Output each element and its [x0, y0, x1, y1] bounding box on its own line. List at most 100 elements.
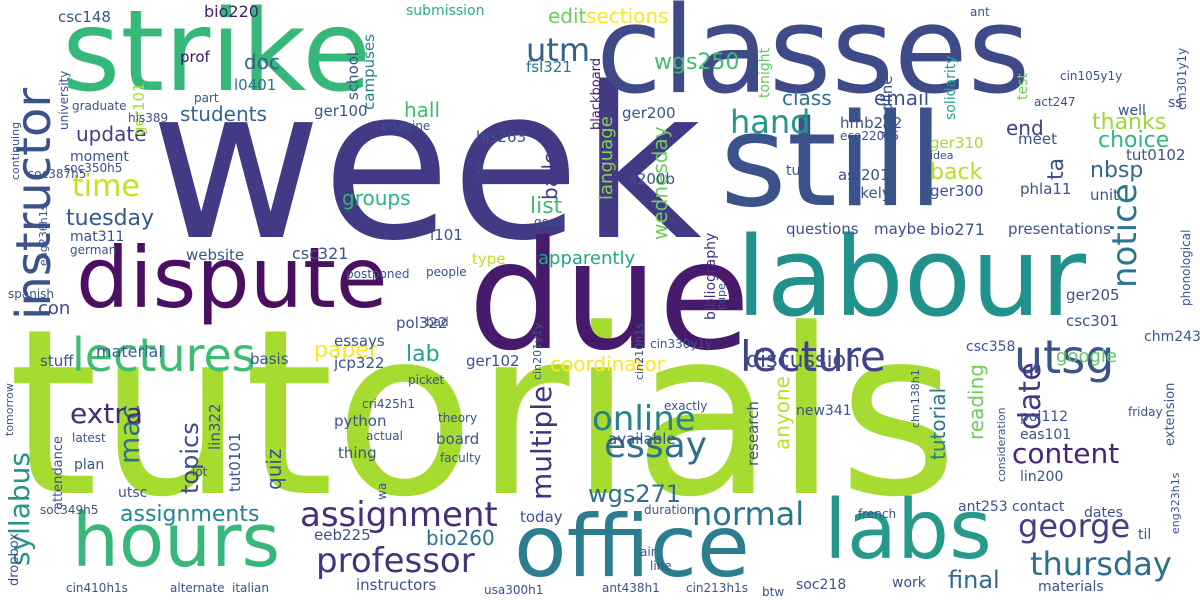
word-new341: new341 [796, 403, 852, 419]
word-stuff: stuff [40, 352, 74, 370]
word-lin200: lin200 [1020, 469, 1064, 485]
word-blackboard: blackboard [589, 57, 604, 130]
word-tut0102: tut0102 [1126, 146, 1186, 164]
word-thanks: thanks [1092, 110, 1167, 135]
word-line: line [650, 559, 672, 573]
word-plan: plan [74, 457, 105, 473]
word-dates: dates [1084, 505, 1123, 521]
word-eng323h1s: eng323h1s [1169, 472, 1182, 534]
word-alternate: alternate [170, 581, 225, 595]
word-theory: theory [438, 411, 478, 425]
word-well: well [1118, 103, 1146, 119]
word-discussion: discussion [746, 348, 861, 373]
word-lot: lot [192, 465, 208, 479]
word-ger200: ger200 [622, 104, 676, 122]
word-back: back [930, 160, 983, 185]
word-assignments: assignments [120, 502, 260, 527]
word-l101: l101 [430, 226, 463, 244]
word-bio271: bio271 [930, 220, 985, 239]
word-normal: normal [692, 495, 805, 533]
word-today: today [520, 508, 563, 526]
word-hall: hall [404, 98, 441, 122]
word-class: class [782, 86, 832, 110]
word-final: final [948, 566, 1000, 594]
word-dispute: dispute [76, 229, 388, 327]
word-extra: extra [70, 397, 143, 430]
word-sections: sections [586, 4, 669, 28]
word-assignment: assignment [300, 495, 498, 535]
word-bio220: bio220 [204, 2, 259, 21]
word-act247: act247 [1034, 95, 1076, 109]
word-lab: lab [406, 342, 440, 367]
word-eng236h1s: eng236h1s [37, 204, 50, 266]
word-students: students [180, 102, 267, 126]
word-list: list [530, 194, 563, 219]
word-pol112: pol112 [1020, 409, 1069, 425]
word-ger310: ger310 [930, 134, 984, 152]
word-prof: prof [180, 48, 210, 66]
word-python: python [334, 412, 387, 430]
word-strike: strike [62, 0, 372, 117]
word-attendance: attendance [51, 435, 66, 510]
word-meet: meet [1018, 130, 1057, 148]
word-quiz: quiz [262, 448, 286, 490]
word-french: french [858, 507, 897, 521]
word-extension: extension [1163, 382, 1178, 446]
word-imagine: imagine [382, 119, 431, 133]
word-cin105y1y: cin105y1y [1060, 69, 1123, 83]
word-tutorials: tutorials [8, 281, 958, 548]
word-lectures: lectures [72, 328, 256, 382]
word-csc321: csc321 [292, 244, 349, 263]
word-content: content [1012, 437, 1120, 470]
word-duration: duration [644, 503, 695, 517]
word-reading: reading [964, 364, 988, 440]
word-chm243: chm243 [1144, 329, 1200, 345]
word-google: google [1056, 346, 1117, 367]
word-anyone: anyone [770, 376, 794, 450]
word-maybe: maybe [874, 220, 926, 238]
word-website: website [186, 246, 245, 264]
word-available: available [608, 430, 676, 448]
word-dropbox: dropbox [7, 532, 22, 586]
word-university: university [57, 70, 71, 130]
word-wa: wa [375, 482, 389, 500]
word-cin201y1y: cin201y1y [531, 322, 544, 380]
word-multiple: multiple [525, 385, 558, 500]
word-utsg: utsg [1014, 330, 1115, 384]
word-time: time [72, 169, 140, 204]
word-people: people [426, 265, 467, 279]
word-fsl321: fsl321 [526, 58, 572, 76]
word-paper: paper [314, 338, 378, 363]
word-hours: hours [72, 498, 281, 584]
word-tutorial: tutorial [926, 387, 950, 460]
word-george: george [1018, 507, 1131, 545]
word-til: til [1138, 527, 1152, 543]
word-cin330y1y: cin330y1y [650, 337, 713, 351]
word-ant438h1: ant438h1 [602, 581, 660, 595]
word-phla11: phla11 [1020, 180, 1072, 198]
word-his389: his389 [128, 111, 169, 125]
word-material: material [96, 342, 163, 361]
word-soc218: soc218 [796, 577, 847, 593]
word-usa300h1: usa300h1 [484, 583, 544, 597]
word-german: german [70, 243, 117, 257]
word-csc301: csc301 [1066, 312, 1119, 330]
word-exactly: exactly [664, 399, 708, 413]
word-hand: hand [730, 103, 811, 141]
word-presentations: presentations [1008, 220, 1111, 238]
word-likely: likely [852, 184, 891, 202]
word-csc358: csc358 [966, 339, 1016, 355]
word-chm138h1: chm138h1 [909, 369, 922, 428]
word-bailey: bailey [538, 139, 562, 200]
word-wgs250: wgs250 [654, 50, 740, 75]
word-ger102: ger102 [466, 352, 520, 370]
word-graduate: graduate [72, 99, 127, 113]
word-labour: labour [736, 213, 1087, 341]
word-jcp322: jcp322 [334, 354, 385, 372]
word-tut0101: tut0101 [226, 432, 244, 492]
word-unit: unit [1090, 186, 1120, 204]
word-campuses: campuses [360, 34, 378, 110]
word-topics: topics [176, 422, 204, 494]
word-bio260: bio260 [426, 526, 495, 550]
word-work: work [892, 575, 926, 591]
